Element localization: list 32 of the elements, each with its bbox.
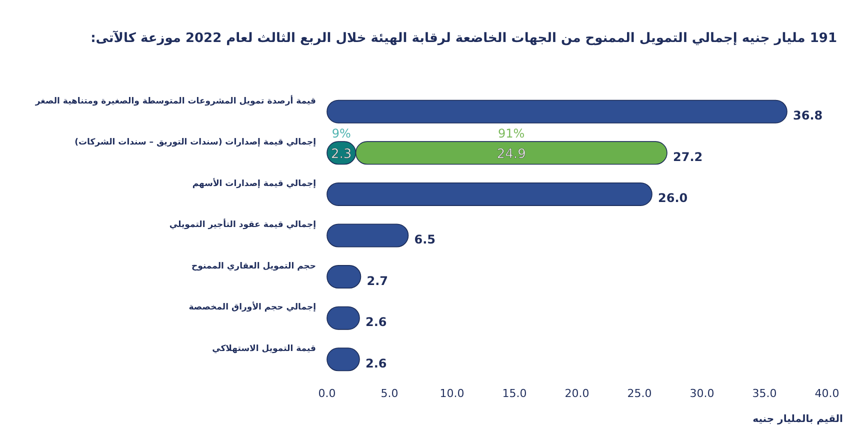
y-tick-label: إجمالي قيمة إصدارات الأسهم xyxy=(192,176,316,189)
x-tick-label: 35.0 xyxy=(752,387,777,400)
y-tick-label: قيمة أرصدة تمويل المشروعات المتوسطة والصغيرة ومتناهية الصغر xyxy=(34,94,316,106)
x-tick-label: 25.0 xyxy=(627,387,652,400)
x-tick-label: 15.0 xyxy=(502,387,527,400)
data-label: 2.6 xyxy=(366,315,387,330)
x-axis-title: القيم بالمليار جنيه xyxy=(752,414,843,425)
x-tick-label: 5.0 xyxy=(380,387,398,400)
data-label: 2.3 xyxy=(331,146,352,162)
data-label: 6.5 xyxy=(414,232,436,246)
annotation: 91% xyxy=(498,126,525,141)
chart-title: 191 مليار جنيه إجمالي التمويل الممنوح من الجهات الخاضعة لرقابة الهيئة خلال الربع الثالث لعام 2022 موزعة كالآتى: xyxy=(90,30,837,46)
bar xyxy=(326,224,409,248)
y-tick-label: إجمالي قيمة عقود التأجير التمويلي xyxy=(169,218,316,230)
bar xyxy=(326,182,652,206)
data-label: 2.7 xyxy=(366,274,388,288)
annotation: 9% xyxy=(332,126,351,141)
data-label: 26.0 xyxy=(658,191,688,206)
x-tick-label: 0.0 xyxy=(318,387,336,400)
data-label: 24.9 xyxy=(496,146,526,162)
y-tick-label: إجمالي حجم الأوراق المخصصة xyxy=(188,300,316,313)
x-tick-label: 30.0 xyxy=(690,387,714,400)
x-tick-label: 40.0 xyxy=(814,387,840,400)
data-label: 2.6 xyxy=(366,356,387,370)
data-label: 36.8 xyxy=(793,108,823,123)
x-tick-label: 20.0 xyxy=(564,387,590,400)
y-tick-label: حجم التمويل العقاري الممنوح xyxy=(192,261,316,272)
x-tick-label: 10.0 xyxy=(440,387,464,400)
y-tick-label: إجمالي قيمة إصدارات (سندات التوريق – سندات الشركات) xyxy=(74,138,316,148)
y-tick-label: قيمة التمويل الاستهلاكي xyxy=(212,344,316,354)
total-label: 27.2 xyxy=(673,150,703,164)
bar xyxy=(326,100,788,124)
